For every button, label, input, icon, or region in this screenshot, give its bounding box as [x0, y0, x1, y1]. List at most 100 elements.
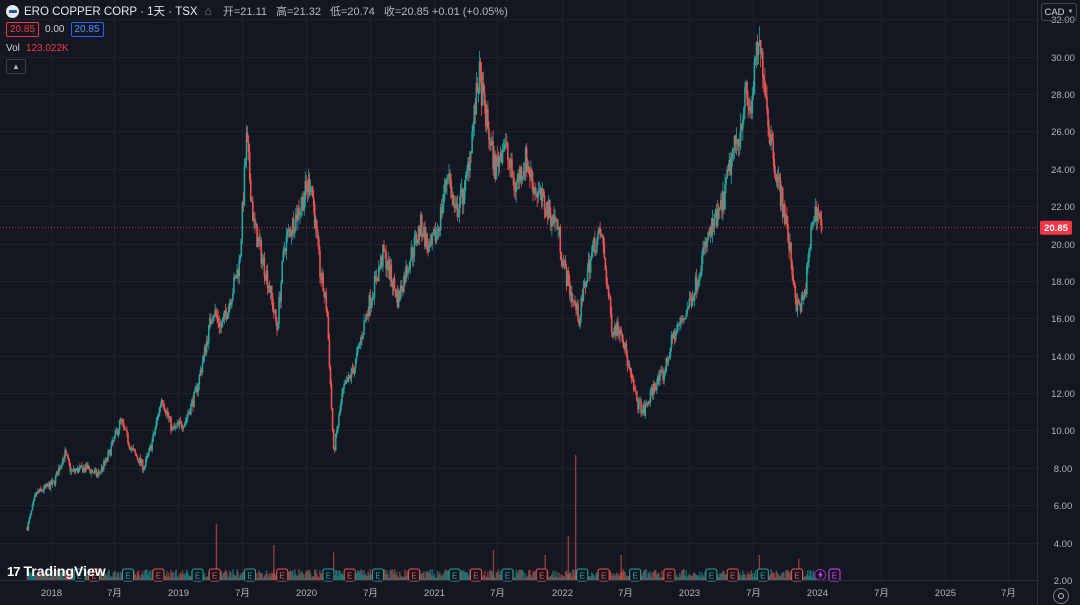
candle-body [589, 258, 592, 273]
volume-bar [172, 571, 174, 580]
candle-body [809, 248, 811, 251]
candle-body [639, 400, 641, 402]
earnings-marker[interactable]: E [408, 568, 421, 582]
symbol-title[interactable]: ERO COPPER CORP · 1天 · TSX [24, 6, 198, 18]
volume-bar [482, 575, 485, 580]
volume-bar [119, 572, 122, 580]
earnings-marker[interactable]: E [469, 568, 482, 582]
earnings-marker[interactable]: E [576, 568, 589, 582]
candle-body [365, 313, 367, 320]
volume-bar [174, 571, 176, 580]
candle-body [30, 510, 33, 514]
collapse-legend-button[interactable]: ▲ [6, 59, 26, 74]
volume-bar [498, 574, 501, 580]
earnings-marker[interactable]: E [208, 568, 221, 582]
volume-bar [300, 571, 302, 580]
volume-bar [31, 573, 34, 580]
volume-bar [524, 573, 527, 580]
candle-body [135, 453, 138, 457]
earnings-marker[interactable]: E [343, 568, 356, 582]
candle-body [517, 173, 520, 182]
volume-bar [563, 576, 566, 580]
earnings-marker[interactable]: E [828, 568, 841, 582]
volume-bar [99, 570, 102, 580]
eye-icon[interactable]: ⌂ [204, 4, 212, 18]
candle-body [426, 233, 428, 246]
volume-bar [397, 577, 400, 580]
earnings-marker[interactable]: E [244, 568, 257, 582]
earnings-marker[interactable]: E [448, 568, 461, 582]
candle-body [42, 490, 44, 492]
candle-body [622, 340, 625, 346]
candle-body [576, 303, 578, 311]
lightning-event-icon[interactable] [814, 569, 827, 581]
volume-bar [643, 570, 646, 580]
earnings-marker[interactable]: E [756, 568, 769, 582]
candle-body [514, 189, 516, 192]
earnings-marker[interactable]: E [152, 568, 165, 582]
earnings-marker[interactable]: E [501, 568, 514, 582]
earnings-marker[interactable]: E [705, 568, 718, 582]
volume-bar [770, 569, 772, 580]
x-tick-label: 2022 [552, 588, 573, 599]
volume-bar [370, 574, 373, 580]
candle-body [748, 106, 750, 111]
volume-bar [267, 577, 270, 580]
candle-body [246, 132, 249, 144]
candle-body [140, 459, 143, 464]
earnings-marker-label: E [77, 572, 82, 581]
candle-body [217, 317, 220, 323]
volume-bar [275, 575, 277, 580]
candle-body [398, 291, 401, 299]
candle-body [334, 433, 337, 451]
candle-body [497, 158, 500, 167]
candle-body [558, 227, 561, 229]
candle-body [116, 430, 119, 436]
earnings-marker[interactable]: E [322, 568, 335, 582]
earnings-marker[interactable]: E [372, 568, 385, 582]
candle-body [608, 296, 611, 298]
volume-bar [773, 572, 776, 580]
candle-body [443, 194, 445, 204]
volume-bar [112, 572, 115, 580]
earnings-marker[interactable]: E [791, 568, 804, 582]
volume-bar [661, 570, 663, 580]
currency-selector[interactable]: CAD ▼ [1041, 3, 1077, 21]
sell-price-button[interactable]: 20.85 [6, 22, 40, 37]
volume-bar [261, 573, 264, 580]
volume-bar [334, 570, 337, 580]
candle-body [302, 196, 304, 211]
candle-body [393, 278, 396, 289]
buy-price-button[interactable]: 20.85 [70, 22, 104, 37]
earnings-marker[interactable]: E [191, 568, 204, 582]
volume-bar [404, 569, 406, 580]
earnings-marker[interactable]: E [597, 568, 610, 582]
candle-body [283, 248, 286, 252]
candle-body [75, 468, 78, 471]
volume-bar [317, 576, 319, 580]
earnings-marker[interactable]: E [726, 568, 739, 582]
candle-body [247, 143, 250, 153]
settings-gear-icon[interactable] [1053, 588, 1069, 604]
volume-bar [802, 577, 805, 580]
candle-body [790, 242, 792, 263]
candle-body [465, 175, 467, 182]
earnings-marker[interactable]: E [663, 568, 676, 582]
earnings-marker[interactable]: E [629, 568, 642, 582]
candle-body [296, 214, 298, 221]
candle-body [780, 187, 783, 206]
candle-body [168, 416, 170, 418]
candle-body [645, 403, 648, 406]
volume-bar [320, 573, 322, 580]
candle-body [377, 267, 380, 282]
last-price-line: 20.85 [0, 220, 1072, 235]
candle-body [626, 355, 629, 367]
earnings-marker[interactable]: E [535, 568, 548, 582]
candle-body [380, 256, 382, 268]
earnings-marker[interactable]: E [276, 568, 289, 582]
candle-body [670, 334, 673, 349]
earnings-marker[interactable]: E [121, 568, 134, 582]
volume-bar [170, 569, 172, 580]
candle-body [586, 269, 589, 282]
